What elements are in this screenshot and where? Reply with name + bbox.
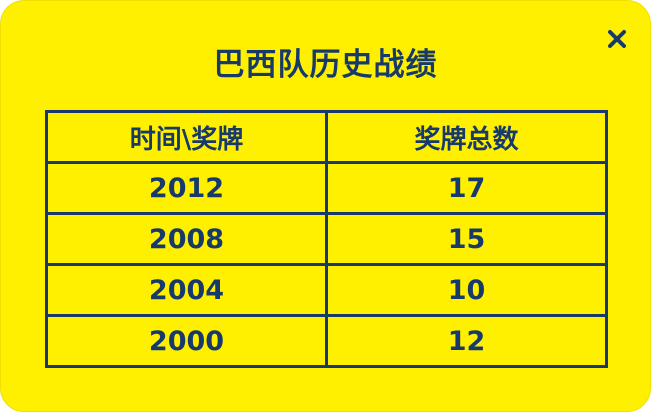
table-cell-medals: 10 [325,263,608,317]
table-row: 2012 17 [45,161,608,215]
table-row: 2004 10 [45,263,608,317]
table-cell-medals: 15 [325,212,608,266]
table-cell-year: 2008 [45,212,328,266]
medal-history-table: 时间\奖牌 奖牌总数 2012 17 2008 15 2004 10 2000 … [45,110,608,368]
table-cell-year: 2004 [45,263,328,317]
column-header-period: 时间\奖牌 [45,110,328,164]
table-row: 2000 12 [45,314,608,368]
table-cell-medals: 12 [325,314,608,368]
close-button[interactable] [601,23,633,55]
close-icon [608,30,626,48]
table-header-row: 时间\奖牌 奖牌总数 [45,110,608,164]
table-cell-medals: 17 [325,161,608,215]
table-cell-year: 2000 [45,314,328,368]
column-header-total-medals: 奖牌总数 [325,110,608,164]
table-cell-year: 2012 [45,161,328,215]
dialog-title: 巴西队历史战绩 [213,47,438,83]
table-row: 2008 15 [45,212,608,266]
